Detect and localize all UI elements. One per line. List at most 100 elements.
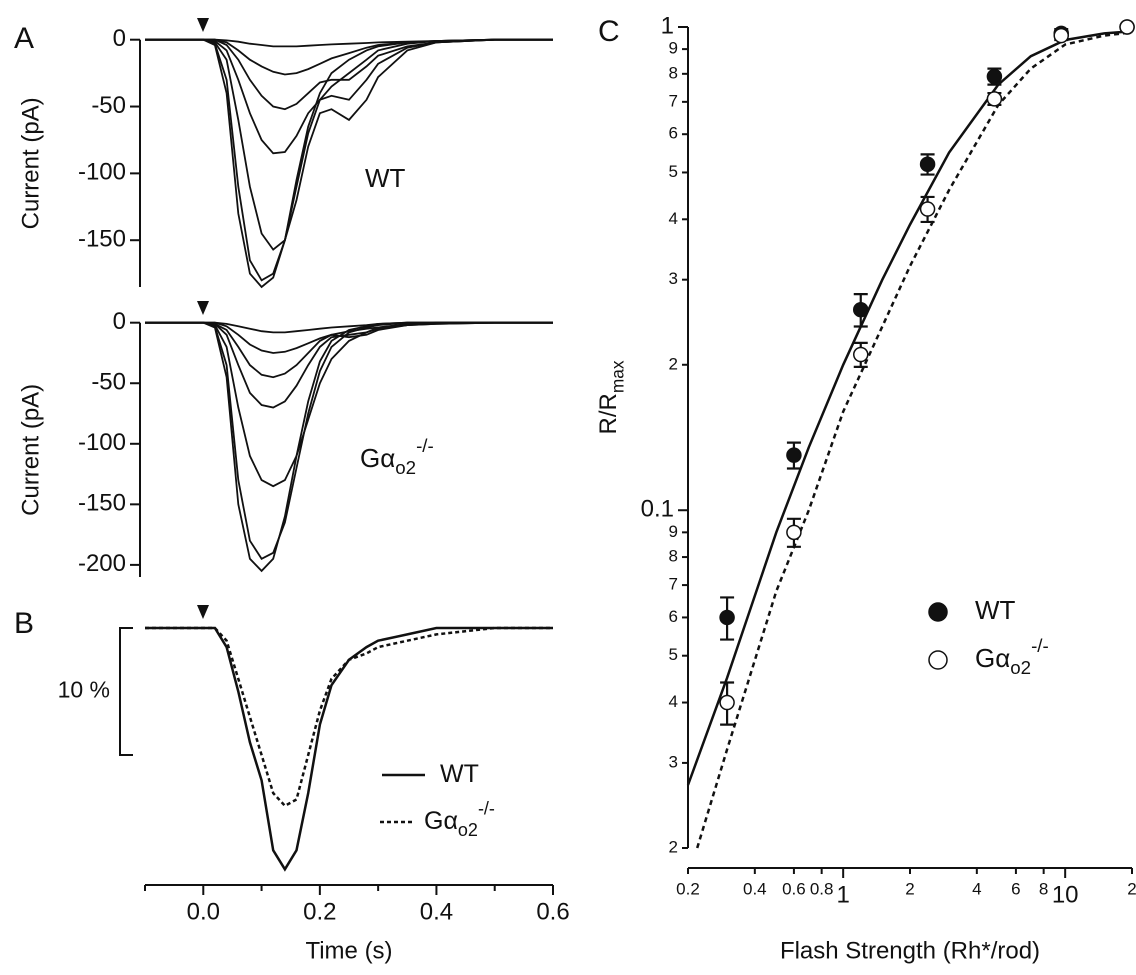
data-point [852,346,869,363]
x-tick-label: 0.0 [187,898,220,925]
trace [145,626,553,808]
y-axis-label: R/Rmax [595,360,627,434]
y-tick-label: -100 [78,159,126,186]
scale-bar-label: 10 % [58,677,110,703]
y-tick-label: 6 [669,607,678,626]
fit-curve [686,29,1133,786]
annotation-part: WT [365,163,406,193]
x-tick-label: 10 [1052,881,1079,908]
y-tick-label: -150 [78,226,126,253]
y-tick-label: 9 [669,522,678,541]
legend-label-part: Gα [424,807,458,835]
data-point [986,68,1003,85]
trace [145,321,553,573]
y-tick-label: 3 [669,269,678,288]
y-axis-label: Current (pA) [17,97,44,229]
legend-label-part: WT [975,595,1016,625]
data-point [1053,27,1069,44]
y-tick-label: 2 [669,837,678,856]
data-point [786,524,802,541]
flash-marker [197,301,209,315]
x-tick-label: 0.8 [810,879,834,898]
x-tick-label: 8 [1039,879,1048,898]
trace [145,38,553,282]
x-tick-label: 0.6 [536,898,569,925]
legend-label-part: -/- [478,798,495,818]
x-tick-label: 4 [972,879,981,898]
trace [145,38,553,155]
y-tick-label: 7 [669,575,678,594]
y-tick-label: -100 [78,429,126,456]
trace [145,38,553,251]
y-tick-label: 1 [661,12,674,39]
data-point [719,694,735,711]
x-tick-label: 0.6 [782,879,806,898]
y-tick-label: 6 [669,124,678,143]
data-point [719,609,735,626]
legend-label-part: -/- [1031,635,1049,656]
y-tick-label: 0.1 [641,496,674,523]
y-tick-label: 0 [113,308,126,335]
legend-marker [928,650,948,670]
y-tick-label: 8 [669,63,678,82]
data-point [852,301,869,318]
legend-label: WT [440,760,479,788]
panel-label: B [14,607,34,640]
y-tick-label: 5 [669,645,678,664]
x-axis-label: Flash Strength (Rh*/rod) [780,937,1040,964]
x-axis-label: Time (s) [305,937,392,964]
y-tick-label: -200 [78,550,126,577]
y-tick-label: 8 [669,547,678,566]
flash-marker [197,18,209,32]
y-axis-label: Current (pA) [17,384,44,516]
x-tick-label: 2 [1127,879,1136,898]
panel-label: A [14,22,34,55]
data-point [919,156,936,172]
legend-label-part: o2 [458,820,478,840]
y-axis-label-part: max [607,360,627,393]
y-tick-label: 5 [669,162,678,181]
legend-label: Gαo2-/- [975,635,1049,678]
annotation-part: -/- [416,435,434,456]
flash-marker [197,605,209,619]
y-tick-label: 0 [113,25,126,52]
legend-label: WT [975,595,1016,625]
y-tick-label: -50 [91,92,126,119]
legend-label-part: Gα [975,643,1010,673]
annotation-part: o2 [395,457,416,478]
x-tick-label: 2 [905,879,914,898]
trace [145,321,553,409]
data-point [786,447,802,463]
y-axis-label-part: R/R [595,393,622,434]
annotation: WT [365,163,406,193]
y-tick-label: 3 [669,752,678,771]
x-tick-label: 0.4 [743,879,767,898]
annotation-part: Gα [360,443,395,473]
data-point [986,91,1003,107]
trace [145,321,553,560]
x-tick-label: 0.4 [420,898,453,925]
annotation: Gαo2-/- [360,435,434,478]
fit-curve [696,31,1133,849]
x-tick-label: 6 [1011,879,1020,898]
legend-marker [928,602,948,622]
trace [145,38,553,289]
legend-label-part: o2 [1010,657,1031,678]
trace [145,321,553,488]
y-tick-label: -150 [78,490,126,517]
y-tick-label: 2 [669,354,678,373]
panel-label: C [598,15,620,48]
legend-label: Gαo2-/- [424,798,495,839]
trace [145,38,553,111]
x-tick-label: 1 [836,881,849,908]
y-tick-label: 4 [669,692,678,711]
y-tick-label: -50 [91,369,126,396]
trace [145,38,553,76]
y-tick-label: 9 [669,39,678,58]
data-point [919,201,936,217]
x-tick-label: 0.2 [676,879,700,898]
scale-bar [119,627,133,757]
x-tick-label: 0.2 [303,898,336,925]
trace [145,626,553,872]
